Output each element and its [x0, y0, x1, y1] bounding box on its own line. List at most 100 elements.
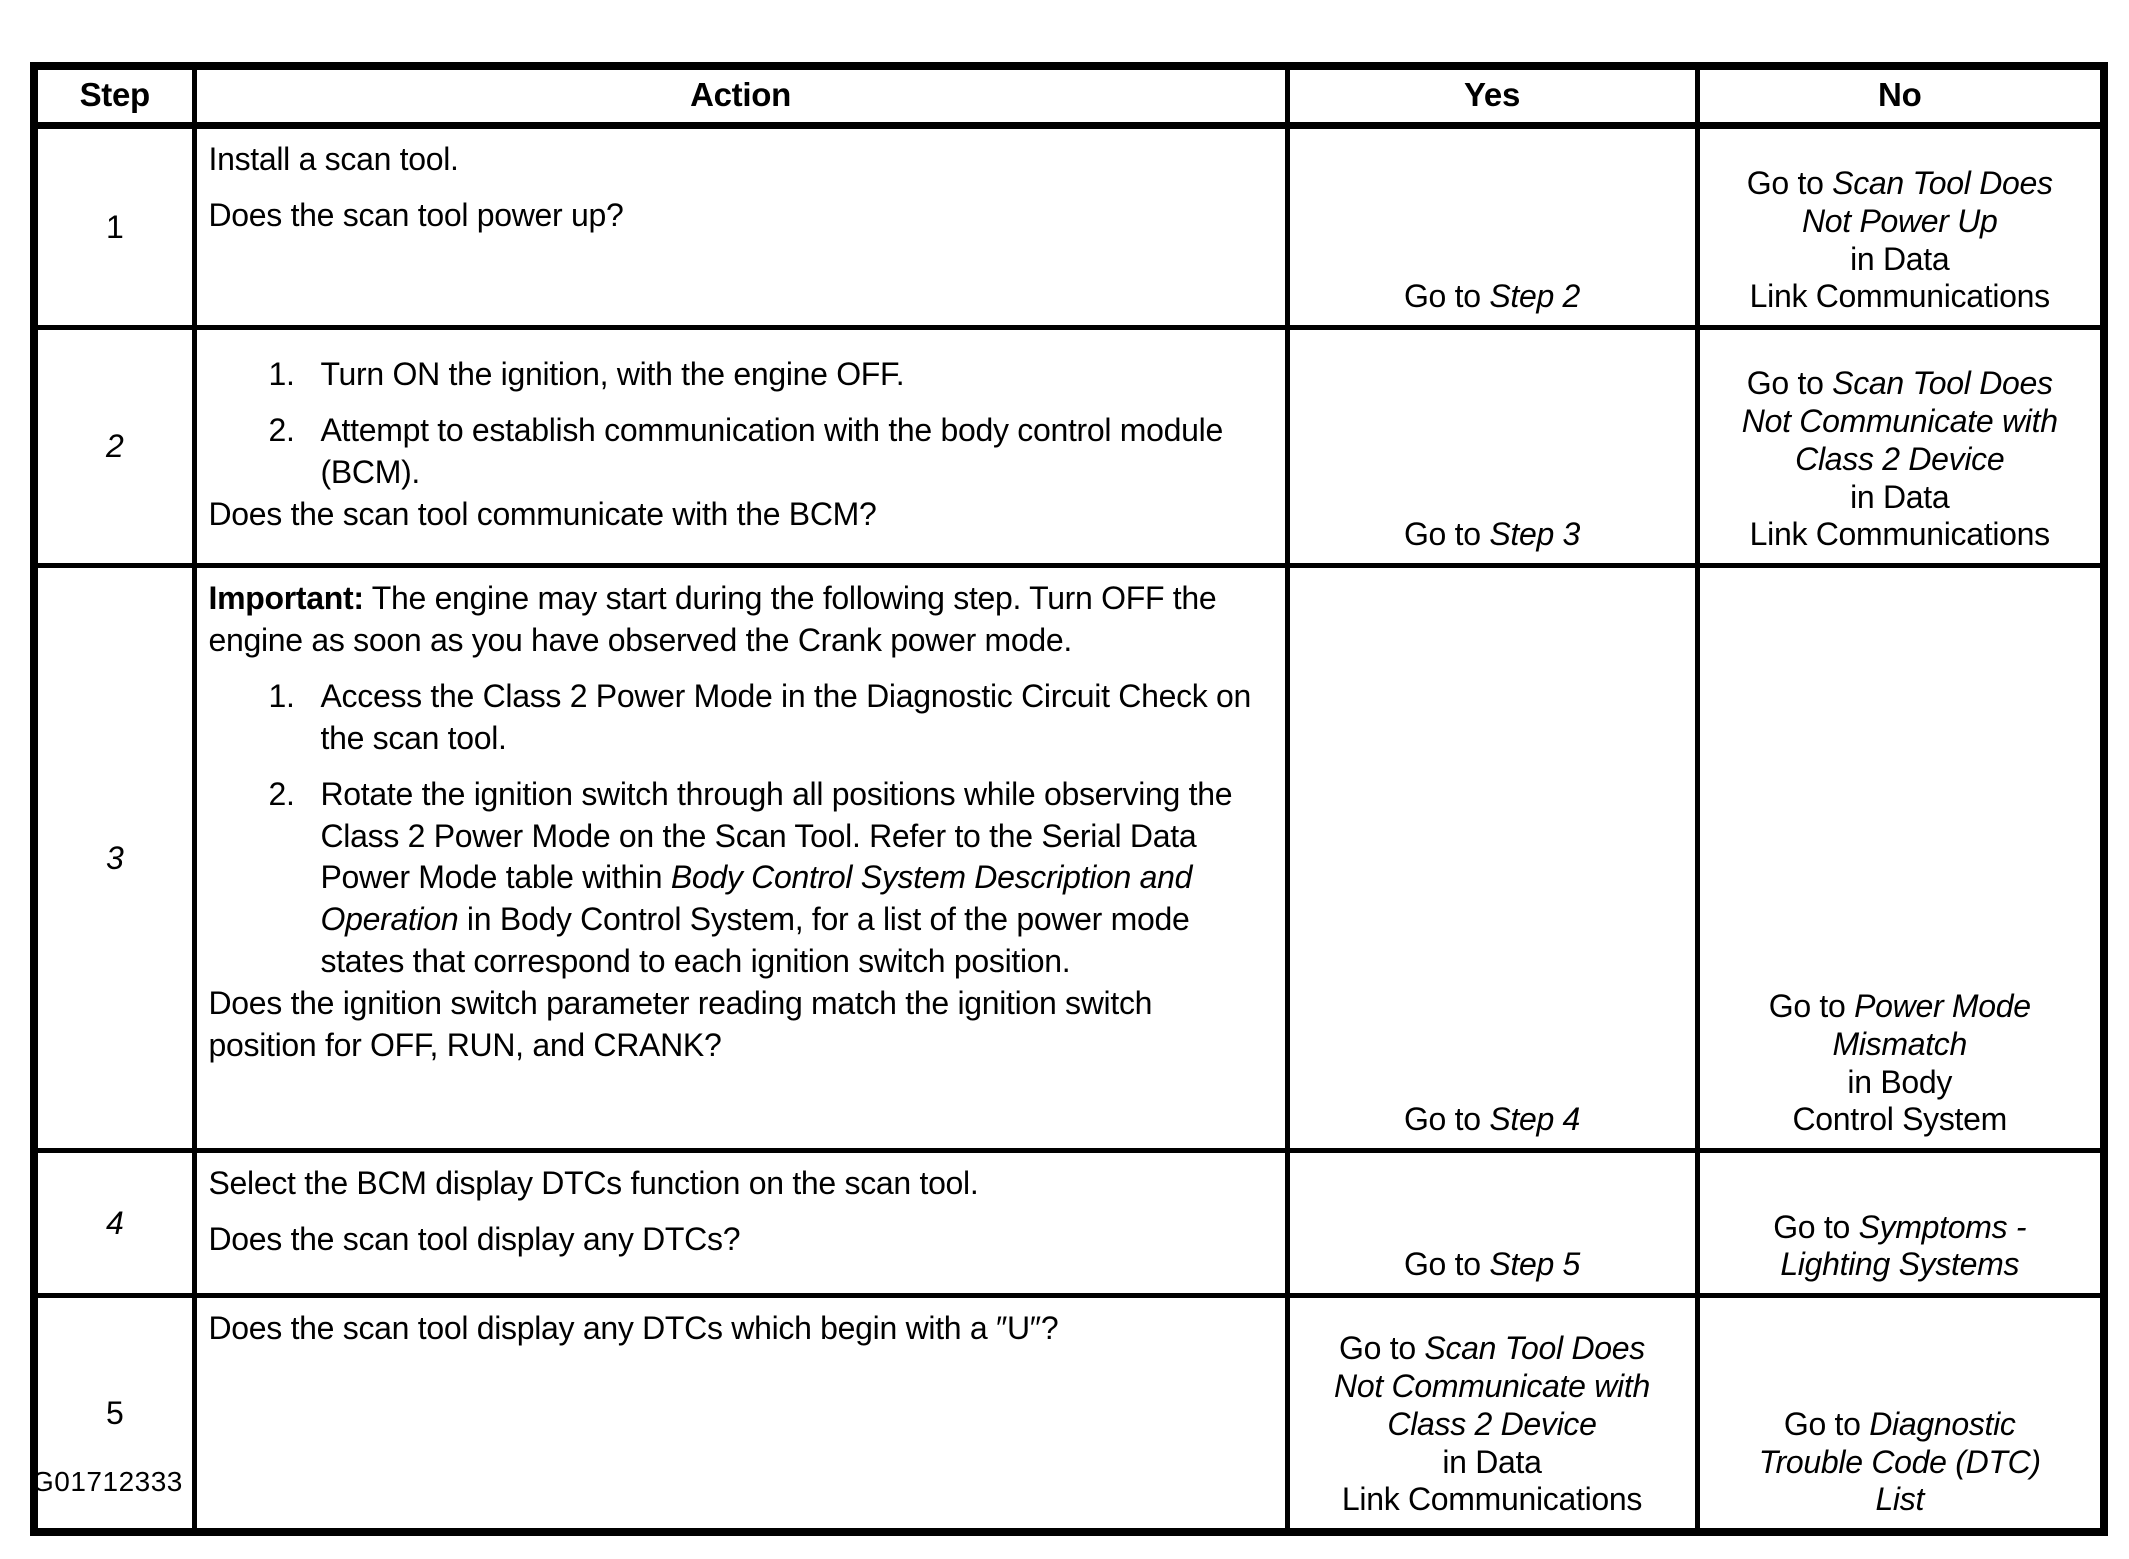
text-segment: Does the scan tool power up?: [208, 196, 624, 233]
yes-cell: Go to Scan Tool Does Not Communicate with…: [1284, 1293, 1700, 1535]
step-cell: 1: [31, 123, 197, 330]
centered-line: Class 2 Device: [1296, 1406, 1689, 1444]
column-header-no: No: [1694, 63, 2107, 129]
text-segment: Link Communications: [1749, 278, 2051, 315]
centered-line: Go to Scan Tool Does: [1706, 165, 2095, 203]
text-segment: in Data: [1850, 478, 1950, 515]
centered-line: Lighting Systems: [1706, 1246, 2095, 1284]
text-segment: in Data: [1442, 1443, 1542, 1480]
action-list-item: 1. Access the Class 2 Power Mode in the D…: [269, 676, 1255, 760]
yes-cell: Go to Step 5: [1284, 1148, 1700, 1298]
text-segment: Lighting Systems: [1780, 1246, 2020, 1283]
header-row: Step Action Yes No: [31, 63, 2107, 129]
no-cell: Go to Power Mode Mismatch in Body Control S…: [1694, 563, 2107, 1153]
text-segment: Rotate the ignition switch through all p…: [320, 775, 1233, 896]
centered-line: List: [1706, 1481, 2095, 1519]
step-number: 5: [106, 1394, 124, 1431]
text-segment: Does the scan tool communicate with the …: [208, 495, 877, 532]
table-row: 4 Select the BCM display DTCs function on…: [31, 1148, 2107, 1298]
table-row: 2 1. Turn ON the ignition, with the engine…: [31, 325, 2107, 568]
text-segment: Symptoms -: [1858, 1208, 2027, 1245]
step-number: 3: [106, 839, 124, 876]
list-item-number: 2.: [268, 411, 295, 448]
action-paragraph: Does the scan tool display any DTCs whic…: [209, 1308, 1255, 1350]
action-paragraph: Install a scan tool.: [209, 139, 1255, 181]
text-segment: Control System: [1792, 1101, 2008, 1138]
yes-cell: Go to Step 2: [1284, 123, 1700, 330]
action-cell: Select the BCM display DTCs function on …: [191, 1148, 1290, 1298]
action-paragraph: Does the scan tool display any DTCs?: [209, 1219, 1255, 1261]
centered-line: Go to Scan Tool Does: [1706, 365, 2095, 403]
centered-line: Go to Step 3: [1296, 516, 1689, 554]
action-paragraph: Important: The engine may start during t…: [209, 578, 1255, 662]
text-segment: Does the ignition switch parameter readi…: [208, 985, 1153, 1064]
text-segment: Step 3: [1489, 516, 1581, 553]
table-body: 1 Install a scan tool. Does the scan tool …: [31, 123, 2107, 1535]
centered-line: Go to Step 5: [1296, 1246, 1689, 1284]
yes-cell: Go to Step 3: [1284, 325, 1700, 568]
text-segment: in Body: [1847, 1063, 1953, 1100]
text-segment: Install a scan tool.: [208, 141, 459, 177]
text-segment: Turn ON the ignition, with the engine OF…: [320, 356, 905, 392]
step-number: 2: [106, 428, 124, 464]
text-segment: Go to: [1403, 516, 1490, 553]
step-cell: 5: [31, 1293, 197, 1535]
centered-line: in Body: [1706, 1064, 2095, 1102]
text-segment: Class 2 Device: [1795, 440, 2005, 477]
centered-line: Not Communicate with: [1706, 403, 2095, 441]
text-segment: Does the scan tool display any DTCs?: [208, 1220, 741, 1257]
step-cell: 2: [31, 325, 197, 568]
table-row: 5 Does the scan tool display any DTCs whi…: [31, 1293, 2107, 1535]
centered-line: Link Communications: [1706, 278, 2095, 316]
action-paragraph: Select the BCM display DTCs function on …: [209, 1163, 1255, 1205]
action-list-item: 2. Rotate the ignition switch through all…: [269, 774, 1255, 984]
text-segment: Attempt to establish communication with …: [320, 411, 1224, 490]
text-segment: Step 2: [1489, 278, 1581, 315]
text-segment: Go to: [1773, 1208, 1859, 1245]
yes-cell: Go to Step 4: [1284, 563, 1700, 1153]
action-paragraph: Does the scan tool power up?: [209, 195, 1255, 237]
no-cell: Go to Scan Tool Does Not Power Up in Data L…: [1694, 123, 2107, 330]
list-item-number: 2.: [268, 775, 295, 812]
centered-line: Go to Diagnostic: [1706, 1406, 2095, 1444]
text-segment: Class 2 Device: [1387, 1405, 1597, 1442]
list-item-text: Rotate the ignition switch through all p…: [321, 774, 1255, 984]
table-header: Step Action Yes No: [31, 63, 2107, 129]
text-segment: Go to: [1783, 1405, 1870, 1442]
figure-id-label: G01712333: [32, 1466, 183, 1497]
action-cell: 1. Turn ON the ignition, with the engine …: [191, 325, 1290, 568]
centered-line: in Data: [1706, 241, 2095, 279]
text-segment: Scan Tool Does: [1424, 1330, 1645, 1367]
action-cell: Install a scan tool. Does the scan tool p…: [191, 123, 1290, 330]
action-cell: Important: The engine may start during t…: [191, 563, 1290, 1153]
centered-line: Go to Power Mode: [1706, 988, 2095, 1026]
no-cell: Go to Symptoms - Lighting Systems: [1694, 1148, 2107, 1298]
centered-line: Not Power Up: [1706, 203, 2095, 241]
step-number: 4: [106, 1204, 124, 1241]
no-cell: Go to Scan Tool Does Not Communicate with…: [1694, 325, 2107, 568]
text-segment: Go to: [1768, 988, 1855, 1024]
text-segment: Step 5: [1489, 1246, 1581, 1283]
column-header-action: Action: [191, 63, 1290, 129]
action-cell: Does the scan tool display any DTCs whic…: [191, 1293, 1290, 1535]
no-cell: Go to Diagnostic Trouble Code (DTC) List: [1694, 1293, 2107, 1535]
text-segment: Mismatch: [1832, 1025, 1967, 1062]
list-item-number: 1.: [268, 356, 295, 392]
text-segment: Step 4: [1489, 1101, 1581, 1138]
text-segment: Go to: [1746, 165, 1833, 201]
centered-line: in Data: [1296, 1444, 1689, 1482]
text-segment: The engine may start during the followin…: [208, 580, 1217, 658]
text-segment: in Body Control System, for a list of th…: [320, 901, 1190, 980]
text-segment: Access the Class 2 Power Mode in the Dia…: [320, 677, 1252, 756]
text-segment: Scan Tool Does: [1832, 365, 2053, 402]
text-segment: Select the BCM display DTCs function on …: [208, 1165, 979, 1201]
centered-line: Go to Step 2: [1296, 278, 1689, 316]
centered-line: Mismatch: [1706, 1026, 2095, 1064]
text-segment: Not Power Up: [1801, 202, 1998, 239]
centered-line: Class 2 Device: [1706, 441, 2095, 479]
diagnostic-table: Step Action Yes No 1 Install a scan tool.…: [30, 62, 2108, 1536]
column-header-step: Step: [31, 63, 197, 129]
text-segment: in Data: [1850, 240, 1950, 277]
list-item-number: 1.: [268, 677, 295, 714]
